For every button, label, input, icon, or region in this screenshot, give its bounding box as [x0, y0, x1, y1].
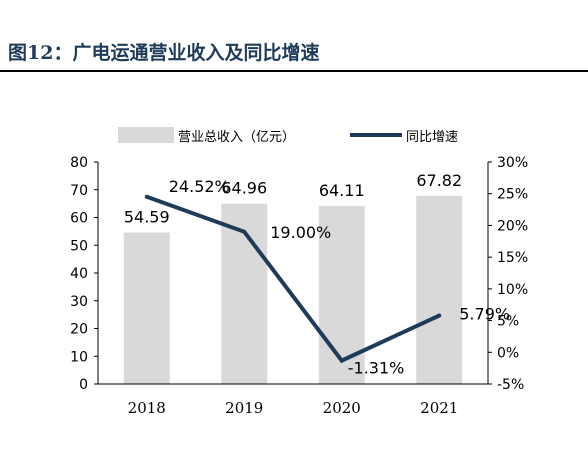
growth-value-label: -1.31%: [348, 359, 405, 378]
legend-bar-swatch: [118, 127, 174, 143]
x-tick-label: 2019: [225, 399, 263, 417]
left-tick-label: 70: [70, 183, 88, 199]
left-tick-label: 80: [70, 155, 88, 171]
legend: 营业总收入（亿元） 同比增速: [118, 127, 458, 145]
right-axis: -5% 0% 5% 10% 15% 20% 25% 30%: [487, 155, 528, 393]
left-tick-label: 40: [70, 266, 88, 282]
right-tick-label: 20%: [497, 218, 528, 234]
growth-point: [339, 358, 344, 363]
legend-line-label: 同比增速: [406, 130, 458, 145]
revenue-bar-label: 64.96: [221, 179, 267, 198]
left-tick-label: 10: [70, 349, 88, 365]
right-tick-label: 0%: [497, 345, 519, 361]
x-tick-label: 2018: [128, 399, 166, 417]
growth-point: [144, 194, 149, 199]
right-tick-label: 30%: [497, 155, 528, 171]
growth-point: [437, 313, 442, 318]
x-tick-label: 2021: [420, 399, 458, 417]
right-tick-label: 10%: [497, 282, 528, 298]
revenue-bar: [416, 195, 463, 384]
x-tick-label: 2020: [323, 399, 361, 417]
left-tick-label: 60: [70, 211, 88, 227]
growth-value-labels: 24.52% 19.00% -1.31% 5.79%: [169, 177, 510, 378]
right-tick-label: 5%: [497, 314, 519, 330]
revenue-bar: [123, 232, 170, 384]
growth-value-label: 5.79%: [459, 305, 510, 324]
legend-bar-label: 营业总收入（亿元）: [178, 130, 295, 145]
left-axis: 0 10 20 30 40 50 60 70 80: [70, 155, 99, 393]
title-divider: [0, 70, 588, 72]
bar-value-labels: 54.59 64.96 64.11 67.82: [124, 171, 462, 227]
figure-title: 图12：广电运通营业收入及同比增速: [8, 42, 320, 64]
right-tick-label: -5%: [497, 377, 524, 393]
growth-point: [242, 229, 247, 234]
x-axis: 2018 2019 2020 2021: [98, 383, 488, 417]
left-tick-label: 30: [70, 294, 88, 310]
growth-value-label: 24.52%: [169, 177, 230, 196]
growth-line: [144, 194, 442, 364]
right-tick-label: 15%: [497, 250, 528, 266]
revenue-bar-label: 67.82: [416, 171, 462, 190]
right-tick-label: 25%: [497, 187, 528, 203]
growth-value-label: 19.00%: [270, 223, 331, 242]
left-tick-label: 20: [70, 322, 88, 338]
left-tick-label: 0: [79, 377, 88, 393]
revenue-bar-label: 64.11: [319, 181, 365, 200]
growth-line-path: [146, 194, 441, 364]
revenue-bar-label: 54.59: [124, 208, 170, 227]
left-tick-label: 50: [70, 238, 88, 254]
